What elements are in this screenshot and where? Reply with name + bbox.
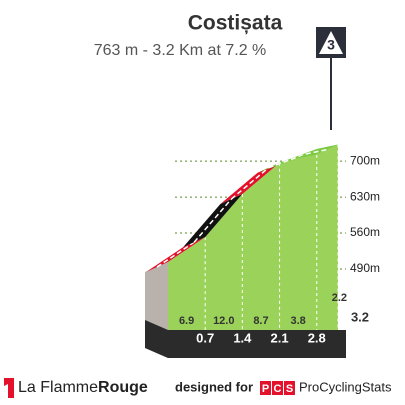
front-face [168,144,338,330]
flame-logo [4,378,14,398]
segment-dash [193,198,232,243]
y-tick-label: 700m [350,153,380,167]
pcs-box [260,381,271,395]
y-tick-label: 630m [350,189,380,203]
gradient-label: 12.0 [213,315,234,327]
km-label: 2.8 [308,330,326,345]
segment-dash [268,153,307,169]
profile: 490m560m630m700m6.90.712.01.48.72.13.82.… [145,144,380,358]
chart-title: Costișata [188,12,283,35]
brand-b: Rouge [98,379,148,396]
pcs-letter: S [286,383,293,395]
segment-dash [230,167,270,200]
designed-for: designed for [175,379,253,394]
y-tick-label: 560m [350,225,380,239]
segment-top [146,237,206,272]
pcs-name: ProCyclingStats [299,379,392,394]
segment-dash [305,148,328,155]
pcs-box [284,381,295,395]
km-label: 1.4 [233,330,252,345]
pcs-letter: C [274,383,282,395]
brand-a: La Flamme [18,379,98,396]
badge-triangle [319,31,343,54]
km-label: 0.7 [196,330,214,345]
pcs-letter: P [262,383,269,395]
pcs-box [272,381,283,395]
bottom-band [145,320,346,358]
y-tick-label: 490m [350,261,380,275]
km-label: 2.1 [271,330,289,345]
gradient-label: 8.7 [253,315,268,327]
gradient-label: 3.8 [291,315,306,327]
gradient-label: 6.9 [179,315,194,327]
gradient-label: 2.2 [332,292,347,304]
km-label: 3.2 [351,309,369,324]
brand: La FlammeRouge [18,379,148,396]
chart-subtitle: 763 m - 3.2 Km at 7.2 % [94,42,267,59]
category-label: 3 [327,37,335,53]
